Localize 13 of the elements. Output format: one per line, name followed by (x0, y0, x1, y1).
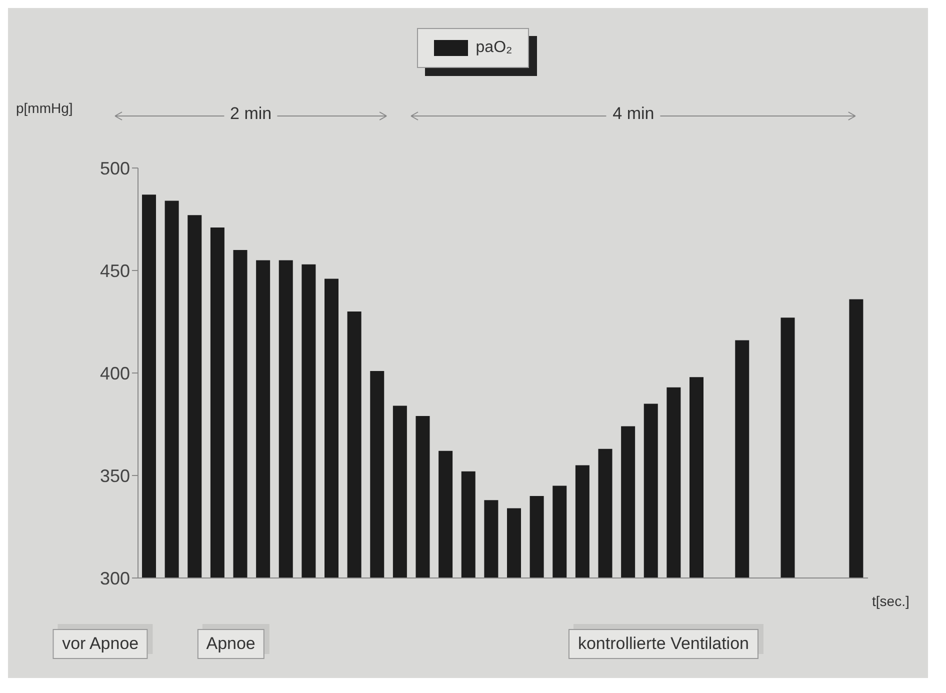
text: 4 min (606, 104, 660, 124)
y-tick-label: 500 (100, 158, 130, 178)
y-axis-title: p[mmHg] (16, 100, 73, 116)
legend-label: paO₂ (476, 39, 512, 57)
y-tick-label: 400 (100, 363, 130, 384)
x-axis-title: t[sec.] (872, 593, 910, 609)
text: kontrollierte Ventilation (568, 629, 758, 659)
text: 2 min (224, 104, 278, 124)
y-tick-label: 350 (100, 466, 130, 486)
text: vor Apnoe (53, 629, 148, 659)
text: Apnoe (197, 629, 264, 659)
y-tick-label: 450 (100, 260, 130, 281)
y-tick-label: 300 (100, 568, 130, 588)
